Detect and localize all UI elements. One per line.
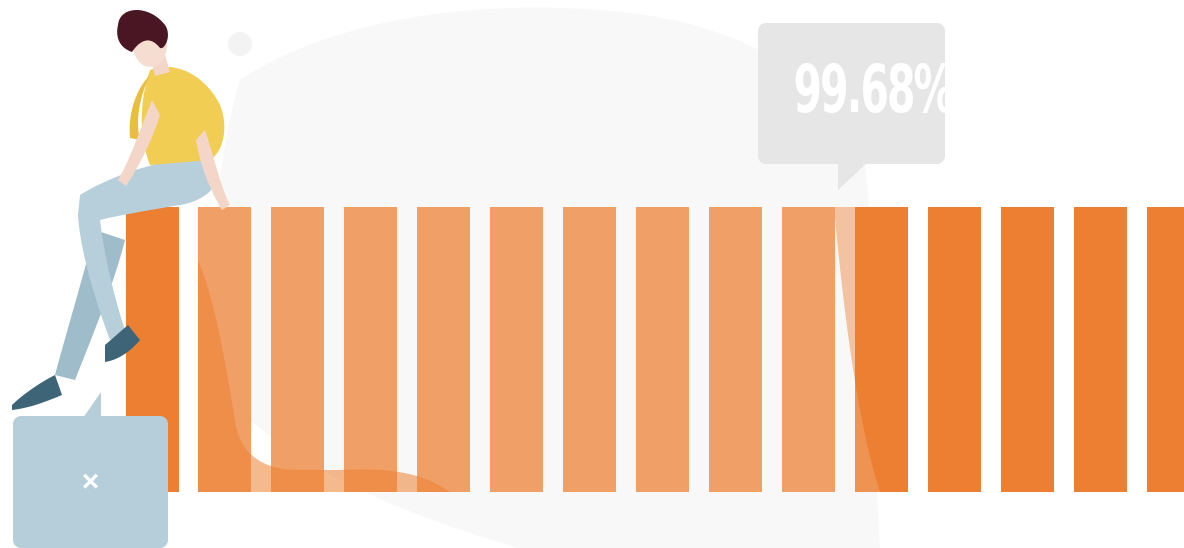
close-icon[interactable]: × xyxy=(81,465,100,498)
progress-bar-segment xyxy=(1074,207,1127,492)
progress-bar-segment xyxy=(855,207,908,492)
close-button[interactable]: × xyxy=(13,392,168,548)
progress-bar-segment xyxy=(417,207,470,492)
progress-bar-segment xyxy=(563,207,616,492)
progress-bar-segment xyxy=(1147,207,1184,492)
progress-percent-bubble: 99.68% xyxy=(758,23,955,190)
progress-bar-segment xyxy=(271,207,324,492)
progress-bar-segment xyxy=(344,207,397,492)
progress-bar-segment xyxy=(709,207,762,492)
progress-bar-segment xyxy=(1001,207,1054,492)
progress-percent-label: 99.68% xyxy=(793,51,955,128)
progress-bar-segment xyxy=(490,207,543,492)
person-illustration xyxy=(12,10,230,410)
progress-bar-segment xyxy=(636,207,689,492)
progress-bar-segment xyxy=(928,207,981,492)
progress-bar-segment xyxy=(782,207,835,492)
